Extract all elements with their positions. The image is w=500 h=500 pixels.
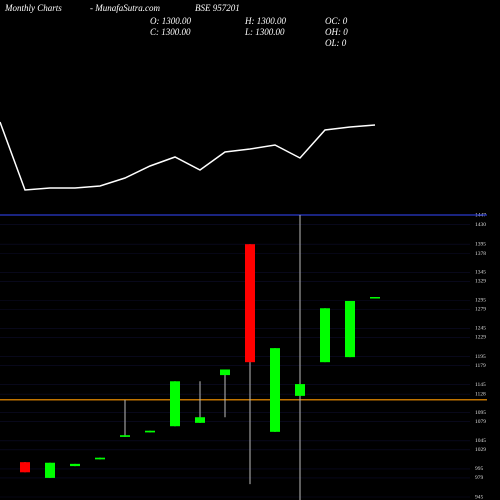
y-tick-label: 1079 [475,419,486,425]
candle-body [95,457,105,460]
oh-text: OH: 0 [325,27,348,37]
y-tick-label: 1279 [475,307,486,313]
site-name: Monthly Charts [4,3,62,13]
candle-body [45,462,55,478]
candle-body [120,435,130,437]
candle-body [70,463,80,467]
candle-body [170,381,180,427]
candle-body [145,430,155,433]
candle-body [220,369,230,376]
candle-body [270,348,280,432]
y-tick-label: 1179 [475,363,486,369]
candle-body [20,462,30,473]
y-tick-label: 1329 [475,279,486,285]
ol-text: OL: 0 [325,38,347,48]
y-tick-label: 1128 [475,391,486,397]
y-tick-label: 1229 [475,335,486,341]
candle-body [195,417,205,423]
y-tick-label: 1345 [475,270,486,276]
y-tick-label: 979 [475,475,484,481]
y-tick-label: 1029 [475,447,486,453]
source: - MunafaSutra.com [90,3,160,13]
open-text: O: 1300.00 [150,16,191,26]
indicator-line [0,121,376,191]
candle-body [295,384,305,396]
high-text: H: 1300.00 [244,16,286,26]
y-tick-label: 1145 [475,382,486,388]
y-tick-label: 1095 [475,410,486,416]
y-tick-label: 1195 [475,354,486,360]
symbol: BSE 957201 [195,3,240,13]
low-text: L: 1300.00 [244,27,285,37]
y-tick-label: 1395 [475,241,486,247]
y-tick-label: 1045 [475,438,486,444]
close-text: C: 1300.00 [150,27,191,37]
candle-body [370,297,380,299]
oc-text: OC: 0 [325,16,348,26]
candle-body [245,244,255,363]
y-tick-label: 1245 [475,326,486,332]
y-tick-label: 945 [475,494,484,500]
y-tick-label: 1430 [475,222,486,228]
y-tick-label: 1378 [475,251,486,257]
candle-body [345,300,355,358]
y-tick-label: 1295 [475,298,486,304]
candle-body [320,308,330,363]
y-tick-label: 995 [475,466,484,472]
